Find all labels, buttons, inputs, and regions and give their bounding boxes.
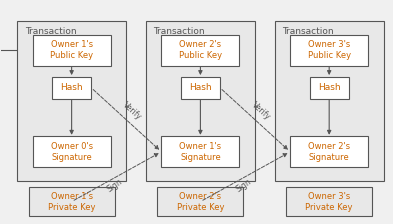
Text: Hash: Hash xyxy=(318,83,340,92)
Text: Owner 2's
Private Key: Owner 2's Private Key xyxy=(176,192,224,212)
FancyBboxPatch shape xyxy=(146,21,255,181)
FancyBboxPatch shape xyxy=(162,34,239,66)
Text: Transaction: Transaction xyxy=(282,27,334,36)
FancyBboxPatch shape xyxy=(33,136,111,167)
FancyBboxPatch shape xyxy=(286,187,372,216)
FancyBboxPatch shape xyxy=(290,34,368,66)
Text: Transaction: Transaction xyxy=(25,27,76,36)
Text: Verify: Verify xyxy=(250,100,272,122)
FancyBboxPatch shape xyxy=(290,136,368,167)
Text: Owner 2's
Signature: Owner 2's Signature xyxy=(308,142,350,162)
Text: Owner 3's
Private Key: Owner 3's Private Key xyxy=(305,192,353,212)
FancyBboxPatch shape xyxy=(33,34,111,66)
Text: Owner 3's
Public Key: Owner 3's Public Key xyxy=(308,40,351,60)
Text: Transaction: Transaction xyxy=(154,27,205,36)
Text: Owner 0's
Signature: Owner 0's Signature xyxy=(51,142,93,162)
FancyBboxPatch shape xyxy=(162,136,239,167)
Text: Verify: Verify xyxy=(121,100,143,122)
Text: Sign: Sign xyxy=(105,177,124,194)
Text: Hash: Hash xyxy=(60,83,83,92)
Text: Owner 2's
Public Key: Owner 2's Public Key xyxy=(179,40,222,60)
FancyBboxPatch shape xyxy=(310,77,349,99)
FancyBboxPatch shape xyxy=(275,21,384,181)
Text: Sign: Sign xyxy=(234,177,253,194)
Text: Hash: Hash xyxy=(189,83,212,92)
FancyBboxPatch shape xyxy=(29,187,114,216)
FancyBboxPatch shape xyxy=(158,187,243,216)
FancyBboxPatch shape xyxy=(181,77,220,99)
Text: Owner 1's
Public Key: Owner 1's Public Key xyxy=(50,40,93,60)
Text: Owner 1's
Signature: Owner 1's Signature xyxy=(179,142,222,162)
FancyBboxPatch shape xyxy=(17,21,126,181)
Text: Owner 1's
Private Key: Owner 1's Private Key xyxy=(48,192,95,212)
FancyBboxPatch shape xyxy=(52,77,91,99)
